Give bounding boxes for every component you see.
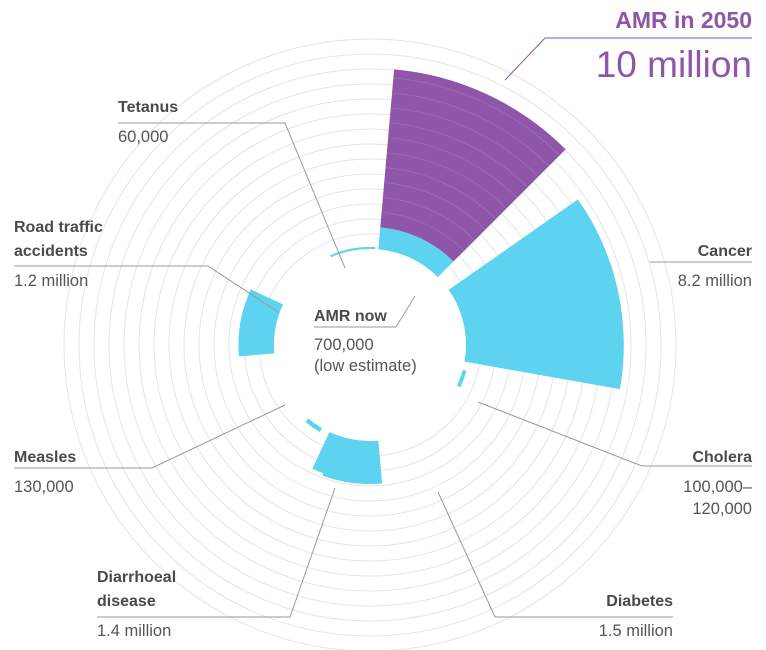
label-tetanus-name: Tetanus <box>118 99 178 116</box>
amr-2050-value: 10 million <box>596 44 752 85</box>
leader-measles <box>14 404 286 469</box>
grid-ring <box>63 38 677 650</box>
category-labels: Tetanus 60,000 Road traffic accidents 1.2 mi… <box>14 99 753 640</box>
amr-2050-ring <box>393 77 560 156</box>
wedge-diabetes <box>322 435 383 484</box>
center-name: AMR now <box>314 308 387 325</box>
leader-diabetes <box>437 491 673 618</box>
label-diabetes-value: 1.5 million <box>599 622 673 640</box>
wedge-amr-now <box>378 227 454 278</box>
wedge-measles <box>305 418 322 432</box>
center-value-line: 700,000 <box>314 336 374 354</box>
wedge-amr-2050 <box>380 69 566 262</box>
amr-2050-ring <box>385 167 497 220</box>
label-road-name: accidents <box>14 243 88 260</box>
label-tetanus-value: 60,000 <box>118 128 168 146</box>
label-cancer-value: 8.2 million <box>678 272 752 290</box>
leader-cholera <box>477 401 752 467</box>
amr-2050-ring <box>386 152 507 209</box>
label-measles-name: Measles <box>14 449 76 466</box>
leader-amr-now <box>314 295 416 328</box>
label-cholera-value: 100,000– <box>683 478 753 496</box>
amr-2050-ring <box>392 92 550 167</box>
label-diarrhoeal-name: Diarrhoeal <box>97 569 176 586</box>
center-label: AMR now 700,000 (low estimate) <box>314 308 417 375</box>
wedge-cancer <box>448 199 624 390</box>
grid-ring <box>108 83 632 607</box>
amr-2050-label: AMR in 2050 10 million <box>596 7 752 85</box>
leader-diarrhoeal <box>97 487 336 618</box>
wedge-cholera <box>457 369 467 388</box>
label-diabetes-name: Diabetes <box>606 593 673 610</box>
label-road-value: 1.2 million <box>14 272 88 290</box>
label-measles-value: 130,000 <box>14 478 74 496</box>
wedge-road <box>238 289 283 357</box>
leader-lines <box>14 37 752 618</box>
center-value-line: (low estimate) <box>314 357 417 375</box>
amr-2050-ring <box>389 122 528 188</box>
label-cancer-name: Cancer <box>698 243 752 260</box>
grid-ring <box>78 53 662 637</box>
amr-2050-ring <box>382 197 475 241</box>
grid-ring <box>93 68 647 622</box>
label-cholera-value: 120,000 <box>692 500 752 518</box>
wedge-layer <box>238 69 624 484</box>
label-road-name: Road traffic <box>14 219 103 236</box>
leader-road <box>14 265 279 313</box>
leader-amr-2050 <box>504 37 752 81</box>
label-cholera-name: Cholera <box>692 449 752 466</box>
leader-tetanus <box>118 122 346 269</box>
amr-2050-ring <box>388 137 518 199</box>
amr-2050-ring <box>384 182 486 231</box>
label-diarrhoeal-value: 1.4 million <box>97 622 171 640</box>
label-diarrhoeal-name: disease <box>97 593 156 610</box>
wedge-tetanus <box>330 246 376 258</box>
amr-2050-ring <box>390 107 539 177</box>
amr-2050-ring <box>381 212 465 252</box>
amr-2050-title: AMR in 2050 <box>615 7 752 33</box>
